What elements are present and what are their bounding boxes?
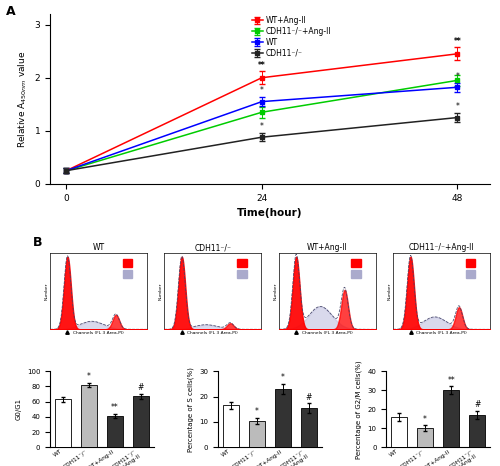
Text: *: * xyxy=(423,415,427,424)
Bar xyxy=(391,417,407,447)
X-axis label: Channels (FL 3 Area-PI): Channels (FL 3 Area-PI) xyxy=(416,331,467,335)
Text: **: ** xyxy=(111,403,119,412)
Bar xyxy=(443,390,459,447)
Title: WT+Ang-II: WT+Ang-II xyxy=(307,243,348,253)
Bar xyxy=(275,389,291,447)
X-axis label: Channels (FL 3 Area-PI): Channels (FL 3 Area-PI) xyxy=(73,331,124,335)
Text: #: # xyxy=(138,383,144,392)
Text: *: * xyxy=(260,123,264,131)
Bar xyxy=(352,270,361,277)
Text: **: ** xyxy=(258,61,266,70)
Bar xyxy=(107,416,123,447)
Bar xyxy=(469,415,486,447)
Title: WT: WT xyxy=(92,243,104,253)
Bar xyxy=(466,270,475,277)
Bar xyxy=(122,270,132,277)
X-axis label: Time(hour): Time(hour) xyxy=(238,208,303,218)
Bar xyxy=(133,396,149,447)
Bar xyxy=(237,259,246,267)
Bar xyxy=(249,421,265,447)
Bar xyxy=(417,428,433,447)
Y-axis label: Relative A$_{450nm}$ value: Relative A$_{450nm}$ value xyxy=(16,50,29,148)
Y-axis label: Number: Number xyxy=(44,282,48,300)
Y-axis label: G0/G1: G0/G1 xyxy=(15,398,21,420)
Bar xyxy=(237,270,246,277)
Y-axis label: Number: Number xyxy=(388,282,392,300)
Text: *: * xyxy=(87,372,91,381)
Bar xyxy=(81,385,97,447)
Bar xyxy=(122,259,132,267)
Y-axis label: Number: Number xyxy=(274,282,278,300)
Bar xyxy=(223,405,239,447)
Title: CDH11⁻/⁻+Ang-II: CDH11⁻/⁻+Ang-II xyxy=(408,243,474,253)
Title: CDH11⁻/⁻: CDH11⁻/⁻ xyxy=(194,243,232,253)
Y-axis label: Percentage of G2/M cells(%): Percentage of G2/M cells(%) xyxy=(356,360,362,459)
X-axis label: Channels (FL 3 Area-PI): Channels (FL 3 Area-PI) xyxy=(188,331,238,335)
Text: B: B xyxy=(32,236,42,249)
Y-axis label: Percentage of S cells(%): Percentage of S cells(%) xyxy=(188,367,194,452)
Bar xyxy=(466,259,475,267)
Text: **: ** xyxy=(448,376,455,384)
Text: #: # xyxy=(306,392,312,402)
Bar xyxy=(54,399,71,447)
Text: *: * xyxy=(281,373,285,382)
Text: *: * xyxy=(260,86,264,95)
Text: *: * xyxy=(255,407,259,416)
Y-axis label: Number: Number xyxy=(159,282,163,300)
Text: A: A xyxy=(6,6,16,19)
Bar xyxy=(352,259,361,267)
Legend: WT+Ang-II, CDH11⁻/⁻+Ang-II, WT, CDH11⁻/⁻: WT+Ang-II, CDH11⁻/⁻+Ang-II, WT, CDH11⁻/⁻ xyxy=(252,16,331,58)
Text: #: # xyxy=(474,400,480,409)
Text: **: ** xyxy=(454,37,462,46)
Bar xyxy=(301,408,317,447)
Text: *: * xyxy=(456,102,460,111)
X-axis label: Channels (FL 3 Area-PI): Channels (FL 3 Area-PI) xyxy=(302,331,352,335)
Text: *: * xyxy=(456,72,460,82)
